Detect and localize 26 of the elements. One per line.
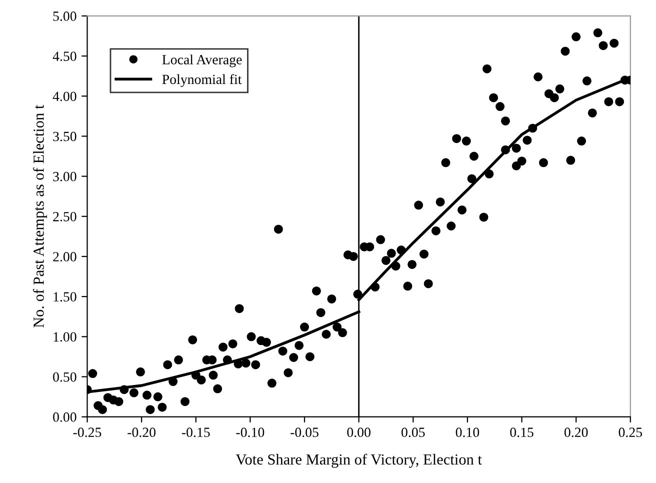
x-tick-label: -0.25: [73, 428, 102, 438]
y-tick-label: 0.50: [53, 372, 76, 382]
y-tick-label: 1.00: [54, 332, 76, 342]
y-tick-label: 4.00: [52, 92, 76, 102]
y-tick-label: 3.00: [53, 172, 76, 182]
y-tick-label: 1.50: [54, 292, 76, 302]
x-tick-label: -0.20: [128, 428, 156, 438]
y-tick-label: 0.00: [53, 412, 76, 422]
legend-label: Local Average: [162, 54, 242, 68]
x-tick-label: -0.05: [290, 428, 318, 438]
y-tick-label: 5.00: [53, 12, 76, 21]
y-tick-label: 2.50: [53, 212, 76, 222]
y-tick-label: 4.50: [52, 52, 76, 62]
x-tick-label: 0.25: [618, 428, 642, 438]
y-tick-label: 2.00: [53, 252, 76, 262]
x-tick-label: -0.15: [182, 428, 210, 438]
x-axis-title: Vote Share Margin of Victory, Election t: [236, 454, 482, 468]
x-tick-label: 0.00: [347, 428, 370, 438]
x-tick-label: -0.10: [236, 428, 264, 438]
x-tick-label: 0.20: [564, 428, 588, 438]
x-tick-label: 0.15: [510, 428, 534, 438]
legend-label: Polynomial fit: [162, 74, 242, 87]
y-axis-title: No. of Past Attempts as of Election t: [32, 104, 47, 328]
y-tick-label: 3.50: [53, 132, 76, 142]
x-tick-label: 0.05: [402, 428, 425, 438]
x-tick-label: 0.10: [456, 428, 480, 438]
